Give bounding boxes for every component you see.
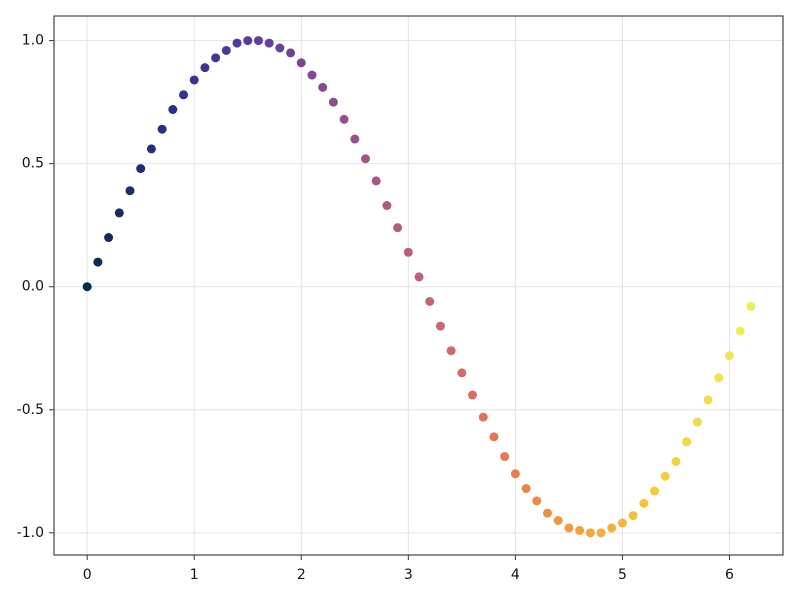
- point: [253, 36, 263, 46]
- x-tick-label: 4: [511, 567, 520, 583]
- y-tick-label: 1.0: [22, 33, 44, 49]
- point: [393, 223, 403, 233]
- point: [232, 38, 242, 48]
- point: [382, 201, 392, 211]
- point: [361, 154, 371, 164]
- point: [521, 484, 531, 494]
- x-tick-label: 5: [618, 567, 627, 583]
- point: [350, 134, 360, 144]
- y-tick-label: 0.0: [22, 279, 44, 295]
- point: [125, 186, 135, 196]
- plot-frame: [53, 15, 784, 556]
- point: [157, 124, 167, 134]
- point: [328, 97, 338, 107]
- point: [307, 70, 317, 80]
- point: [414, 272, 424, 282]
- point: [607, 523, 617, 533]
- point: [746, 301, 756, 311]
- point: [692, 417, 702, 427]
- point: [660, 471, 670, 481]
- point: [136, 164, 146, 174]
- point: [403, 247, 413, 257]
- point: [425, 296, 435, 306]
- point: [243, 36, 253, 46]
- point: [724, 351, 734, 361]
- point: [275, 43, 285, 53]
- point: [500, 452, 510, 462]
- point: [585, 528, 595, 538]
- point: [446, 346, 456, 356]
- point: [478, 412, 488, 422]
- point: [575, 525, 585, 535]
- point: [639, 498, 649, 508]
- point: [510, 469, 520, 479]
- point: [468, 390, 478, 400]
- y-tick-label: 0.5: [22, 156, 44, 172]
- point: [564, 523, 574, 533]
- point: [714, 373, 724, 383]
- point: [339, 114, 349, 124]
- point: [435, 321, 445, 331]
- point: [200, 63, 210, 73]
- y-tick-label: -1.0: [17, 525, 44, 541]
- point: [82, 282, 92, 292]
- point: [286, 48, 296, 58]
- point: [146, 144, 156, 154]
- point: [650, 486, 660, 496]
- point: [318, 82, 328, 92]
- x-tick-label: 2: [297, 567, 306, 583]
- point: [682, 437, 692, 447]
- point: [542, 508, 552, 518]
- point: [168, 105, 178, 115]
- point: [553, 516, 563, 526]
- y-tick-label: -0.5: [17, 402, 44, 418]
- x-tick-label: 6: [725, 567, 734, 583]
- x-tick-label: 0: [83, 567, 92, 583]
- point: [211, 53, 221, 63]
- point: [532, 496, 542, 506]
- point: [296, 58, 306, 68]
- point: [735, 326, 745, 336]
- point: [489, 432, 499, 442]
- x-tick-label: 1: [190, 567, 199, 583]
- point: [617, 518, 627, 528]
- point: [457, 368, 467, 378]
- x-tick-label: 3: [404, 567, 413, 583]
- point: [93, 257, 103, 267]
- point: [264, 38, 274, 48]
- point: [104, 233, 114, 243]
- point: [189, 75, 199, 85]
- point: [628, 511, 638, 521]
- point: [114, 208, 124, 218]
- point: [371, 176, 381, 186]
- point: [596, 528, 606, 538]
- point: [179, 90, 189, 100]
- point: [221, 45, 231, 55]
- point: [671, 456, 681, 466]
- point: [703, 395, 713, 405]
